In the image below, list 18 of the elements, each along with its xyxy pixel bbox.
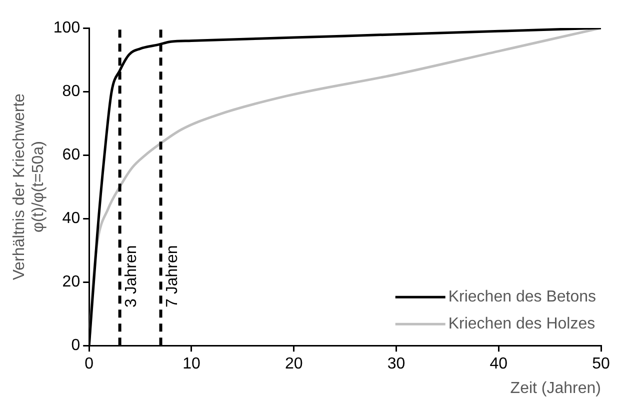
y-tick-label: 40 (62, 210, 80, 227)
ref-line-label: 7 Jahren (164, 245, 182, 308)
x-axis-title: Zeit (Jahren) (510, 380, 601, 397)
x-tick-label: 20 (284, 356, 303, 373)
x-tick-label: 40 (490, 356, 508, 373)
x-tick-label: 10 (182, 356, 200, 373)
y-tick-label: 0 (71, 337, 80, 354)
y-tick-label: 60 (62, 146, 80, 164)
y-tick-label: 80 (62, 82, 80, 100)
y-axis-title: Verhältnis der Kriechwerte φ(t)/φ(t=50a) (11, 93, 48, 280)
x-tick-label: 30 (387, 356, 406, 373)
y-tick-label: 20 (62, 273, 80, 290)
legend-label: Kriechen des Holzes (448, 316, 596, 333)
y-tick-label: 100 (53, 19, 80, 36)
ref-line-label: 3 Jahren (123, 245, 140, 308)
x-tick-label: 50 (592, 356, 610, 373)
x-tick-label: 0 (84, 356, 94, 373)
legend-label: Kriechen des Betons (448, 288, 596, 306)
